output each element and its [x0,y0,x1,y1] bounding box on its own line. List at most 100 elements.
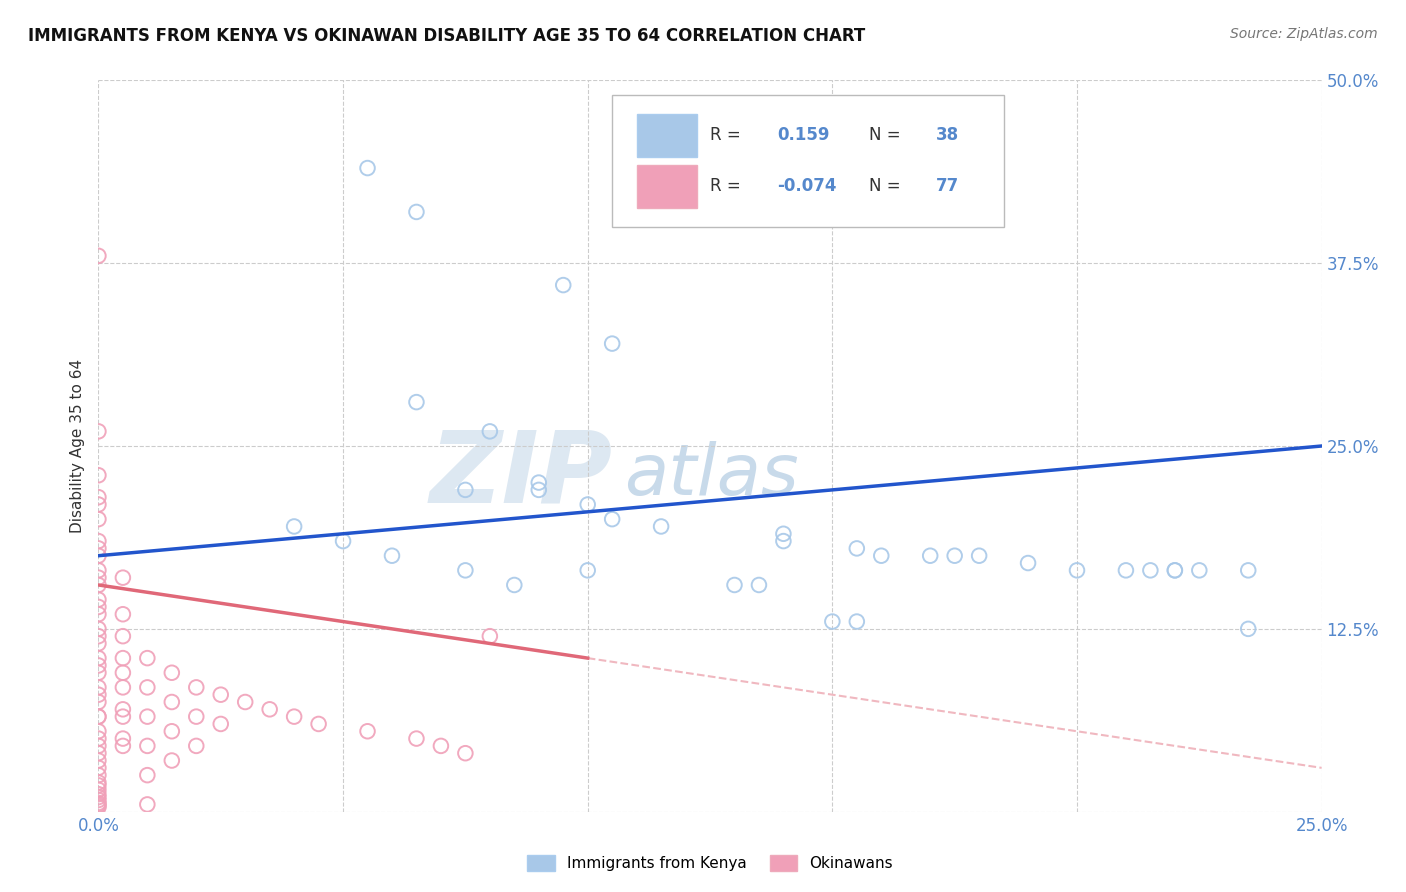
Point [136,681,159,695]
Point [405,205,427,219]
Point [136,768,159,782]
Point [160,665,183,680]
Point [920,549,942,563]
Point [967,549,990,563]
Point [209,688,232,702]
Text: IMMIGRANTS FROM KENYA VS OKINAWAN DISABILITY AGE 35 TO 64 CORRELATION CHART: IMMIGRANTS FROM KENYA VS OKINAWAN DISABI… [28,27,865,45]
Point [87,629,110,643]
Point [87,797,110,812]
Text: -0.074: -0.074 [778,178,837,195]
Point [1139,563,1161,577]
Point [87,746,110,760]
Point [600,336,623,351]
Point [1164,563,1187,577]
Point [87,790,110,805]
Point [576,498,599,512]
Point [308,717,330,731]
Point [600,512,623,526]
Point [87,681,110,695]
Point [943,549,966,563]
Point [136,739,159,753]
Point [87,739,110,753]
Point [87,534,110,549]
Point [87,665,110,680]
Point [186,681,208,695]
Point [405,395,427,409]
Point [259,702,281,716]
Point [87,754,110,768]
Point [772,534,794,549]
Point [111,681,134,695]
Point [87,709,110,723]
Point [87,512,110,526]
Point [87,768,110,782]
Point [209,717,232,731]
Text: N =: N = [869,126,905,145]
Point [870,549,893,563]
Point [160,724,183,739]
Text: R =: R = [710,178,747,195]
Point [553,278,575,293]
Point [87,622,110,636]
Point [1164,563,1187,577]
Point [111,702,134,716]
Point [87,490,110,504]
Point [356,161,378,175]
Point [576,563,599,577]
Point [111,629,134,643]
Point [87,787,110,801]
Point [186,709,208,723]
Point [405,731,427,746]
Point [821,615,844,629]
Point [87,778,110,792]
Point [454,483,477,497]
Point [454,746,477,760]
Point [87,724,110,739]
Point [527,483,550,497]
Legend: Immigrants from Kenya, Okinawans: Immigrants from Kenya, Okinawans [522,849,898,877]
Point [111,665,134,680]
Point [136,709,159,723]
Point [233,695,256,709]
Point [87,468,110,483]
Point [283,709,305,723]
Point [503,578,526,592]
Point [111,731,134,746]
Point [332,534,354,549]
Point [283,519,305,533]
Point [87,775,110,789]
Point [1188,563,1211,577]
Text: 0.159: 0.159 [778,126,830,145]
Point [1066,563,1088,577]
Point [772,526,794,541]
Point [723,578,745,592]
Text: ZIP: ZIP [429,426,612,524]
Point [87,782,110,797]
Point [87,636,110,650]
Point [87,796,110,810]
Point [136,797,159,812]
Point [87,731,110,746]
Text: atlas: atlas [624,441,799,509]
Point [87,541,110,556]
Point [186,739,208,753]
FancyBboxPatch shape [637,113,696,157]
Point [160,695,183,709]
Point [87,563,110,577]
Point [87,688,110,702]
Point [87,571,110,585]
Point [845,615,868,629]
Point [1237,622,1260,636]
FancyBboxPatch shape [637,165,696,208]
Text: 77: 77 [936,178,959,195]
Point [454,563,477,577]
Text: R =: R = [710,126,747,145]
Point [87,709,110,723]
Point [87,761,110,775]
Point [478,425,501,439]
Point [160,754,183,768]
Point [111,571,134,585]
Point [1237,563,1260,577]
Point [111,739,134,753]
Point [1115,563,1137,577]
